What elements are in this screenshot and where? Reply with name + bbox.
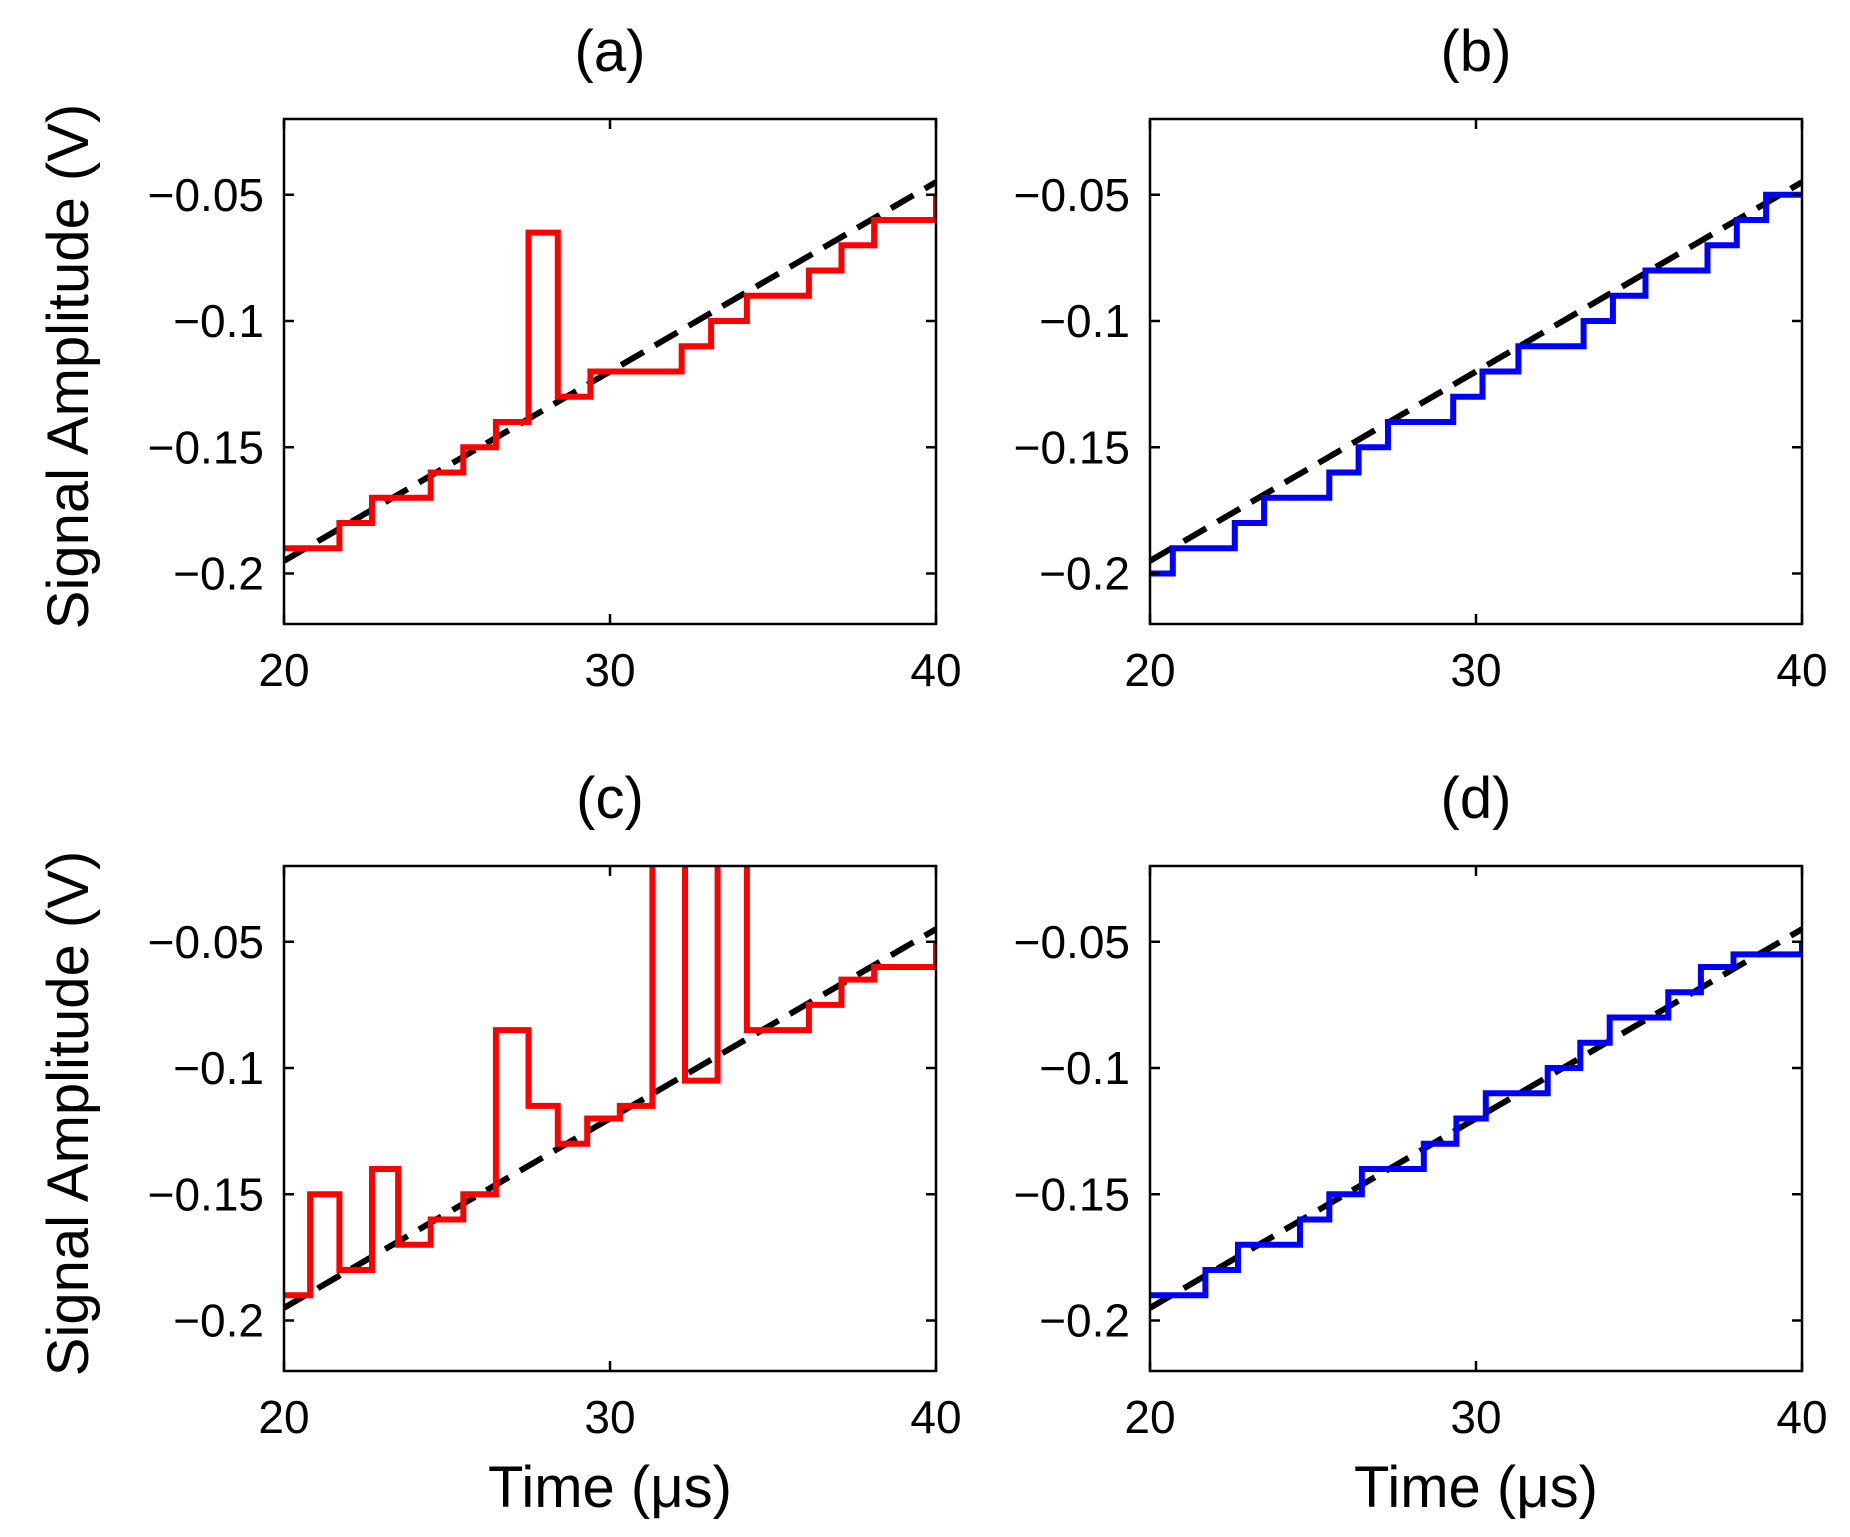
panel-3: (c) 20 30 40 −0.05 −0.1 −0.15 −0.2 Time (μs) Sign… [36, 766, 962, 1520]
series-step-line [1150, 941, 1802, 1299]
x-tick-label: 30 [1450, 644, 1501, 696]
y-axis-title: Signal Amplitude (V) [36, 851, 101, 1376]
x-tick-label: 40 [1776, 644, 1827, 696]
y-tick-label: −0.05 [148, 916, 264, 968]
y-tick-label: −0.2 [173, 548, 264, 600]
x-tick-label: 20 [258, 1391, 309, 1443]
y-tick-label: −0.15 [1014, 421, 1130, 473]
y-tick-label: −0.15 [148, 421, 264, 473]
x-tick-label: 40 [910, 1391, 961, 1443]
axes-frame [1148, 117, 1804, 626]
y-tick-label: −0.05 [148, 169, 264, 221]
reference-line [284, 926, 936, 1311]
y-tick-label: −0.2 [173, 1295, 264, 1347]
x-tick-label: 20 [258, 644, 309, 696]
x-tick-label: 30 [584, 1391, 635, 1443]
x-axis-title: Time (μs) [488, 1455, 732, 1520]
panel-1: (a) 20 30 40 −0.05 −0.1 −0.15 −0.2 Signal Amplit… [36, 19, 962, 696]
series-step-line [284, 194, 936, 552]
panel-4: (d) 20 30 40 −0.05 −0.1 −0.15 −0.2 Time (μs) [1014, 766, 1828, 1520]
panel-title: (d) [1441, 766, 1512, 831]
x-tick-label: 40 [910, 644, 961, 696]
x-tick-label: 30 [584, 644, 635, 696]
y-tick-label: −0.1 [1039, 1042, 1130, 1094]
series-step-line [1150, 191, 1802, 577]
y-tick-label: −0.05 [1014, 169, 1130, 221]
x-tick-label: 20 [1124, 644, 1175, 696]
y-tick-label: −0.15 [148, 1168, 264, 1220]
y-tick-label: −0.1 [1039, 295, 1130, 347]
y-tick-label: −0.2 [1039, 1295, 1130, 1347]
series-step-line [284, 866, 936, 1299]
x-tick-label: 30 [1450, 1391, 1501, 1443]
y-tick-label: −0.2 [1039, 548, 1130, 600]
y-tick-label: −0.15 [1014, 1168, 1130, 1220]
y-tick-label: −0.1 [173, 295, 264, 347]
x-tick-label: 20 [1124, 1391, 1175, 1443]
x-tick-label: 40 [1776, 1391, 1827, 1443]
panel-title: (b) [1441, 19, 1512, 84]
reference-line [1150, 179, 1802, 564]
y-axis-title: Signal Amplitude (V) [36, 104, 101, 629]
y-tick-label: −0.05 [1014, 916, 1130, 968]
panel-title: (c) [576, 766, 644, 831]
panel-title: (a) [575, 19, 646, 84]
y-tick-label: −0.1 [173, 1042, 264, 1094]
x-axis-title: Time (μs) [1354, 1455, 1598, 1520]
panel-2: (b) 20 30 40 −0.05 −0.1 −0.15 −0.2 [1014, 19, 1828, 696]
